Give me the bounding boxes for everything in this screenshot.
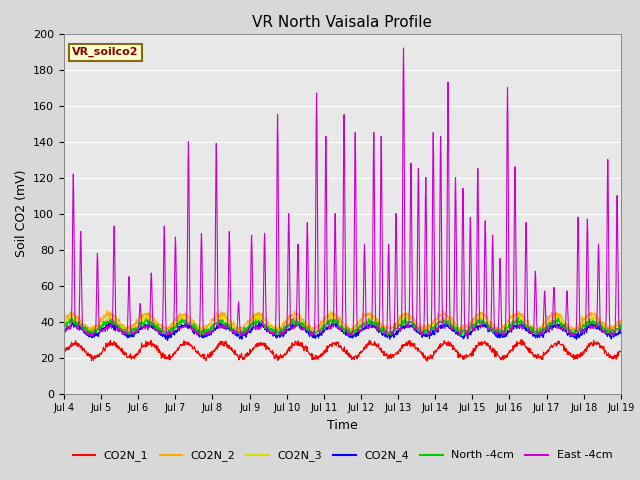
CO2N_1	[377, 345, 385, 351]
Line: East -4cm: East -4cm	[64, 48, 621, 336]
CO2N_2	[103, 312, 111, 317]
North -4cm	[236, 333, 244, 339]
CO2N_3	[296, 317, 304, 323]
CO2N_4	[164, 337, 172, 343]
X-axis label: Time: Time	[327, 419, 358, 432]
CO2N_3	[103, 316, 111, 322]
North -4cm	[617, 324, 625, 330]
CO2N_2	[235, 330, 243, 336]
East -4cm	[399, 45, 407, 51]
East -4cm	[318, 328, 326, 334]
Legend: CO2N_1, CO2N_2, CO2N_3, CO2N_4, North -4cm, East -4cm: CO2N_1, CO2N_2, CO2N_3, CO2N_4, North -4…	[68, 446, 616, 466]
CO2N_2	[318, 320, 326, 326]
CO2N_1	[296, 340, 304, 346]
Y-axis label: Soil CO2 (mV): Soil CO2 (mV)	[15, 170, 28, 257]
CO2N_4	[308, 334, 316, 339]
East -4cm	[60, 326, 68, 332]
East -4cm	[88, 333, 96, 339]
CO2N_2	[60, 316, 68, 322]
CO2N_4	[318, 330, 326, 336]
CO2N_3	[126, 330, 134, 336]
CO2N_1	[103, 343, 111, 348]
CO2N_1	[126, 352, 134, 358]
North -4cm	[60, 325, 68, 331]
CO2N_2	[440, 307, 447, 313]
North -4cm	[318, 327, 326, 333]
CO2N_2	[378, 320, 385, 326]
CO2N_1	[617, 349, 625, 355]
CO2N_4	[617, 330, 625, 336]
North -4cm	[378, 326, 385, 332]
North -4cm	[103, 318, 111, 324]
CO2N_3	[318, 324, 326, 329]
East -4cm	[297, 324, 305, 330]
East -4cm	[104, 323, 111, 329]
East -4cm	[308, 332, 316, 337]
East -4cm	[378, 133, 385, 139]
CO2N_4	[378, 328, 385, 334]
Line: CO2N_3: CO2N_3	[64, 314, 621, 336]
CO2N_3	[572, 333, 579, 339]
North -4cm	[297, 323, 305, 328]
CO2N_4	[103, 322, 111, 327]
Text: VR_soilco2: VR_soilco2	[72, 47, 139, 58]
East -4cm	[126, 313, 134, 319]
CO2N_2	[617, 317, 625, 323]
Line: North -4cm: North -4cm	[64, 317, 621, 336]
CO2N_4	[60, 330, 68, 336]
Line: CO2N_1: CO2N_1	[64, 340, 621, 361]
CO2N_2	[308, 326, 316, 332]
Title: VR North Vaisala Profile: VR North Vaisala Profile	[252, 15, 433, 30]
CO2N_1	[318, 351, 326, 357]
CO2N_1	[60, 349, 68, 355]
CO2N_2	[126, 324, 134, 329]
North -4cm	[308, 329, 316, 335]
CO2N_3	[617, 324, 625, 330]
East -4cm	[617, 327, 625, 333]
CO2N_3	[378, 325, 385, 331]
CO2N_3	[60, 325, 68, 331]
North -4cm	[515, 314, 522, 320]
CO2N_3	[308, 328, 316, 334]
CO2N_1	[423, 358, 431, 364]
CO2N_2	[297, 312, 305, 318]
CO2N_4	[329, 318, 337, 324]
Line: CO2N_4: CO2N_4	[64, 321, 621, 340]
CO2N_4	[297, 323, 305, 328]
Line: CO2N_2: CO2N_2	[64, 310, 621, 333]
CO2N_1	[308, 350, 316, 356]
CO2N_4	[126, 332, 134, 337]
North -4cm	[126, 331, 134, 337]
CO2N_3	[326, 312, 334, 317]
CO2N_1	[518, 337, 526, 343]
